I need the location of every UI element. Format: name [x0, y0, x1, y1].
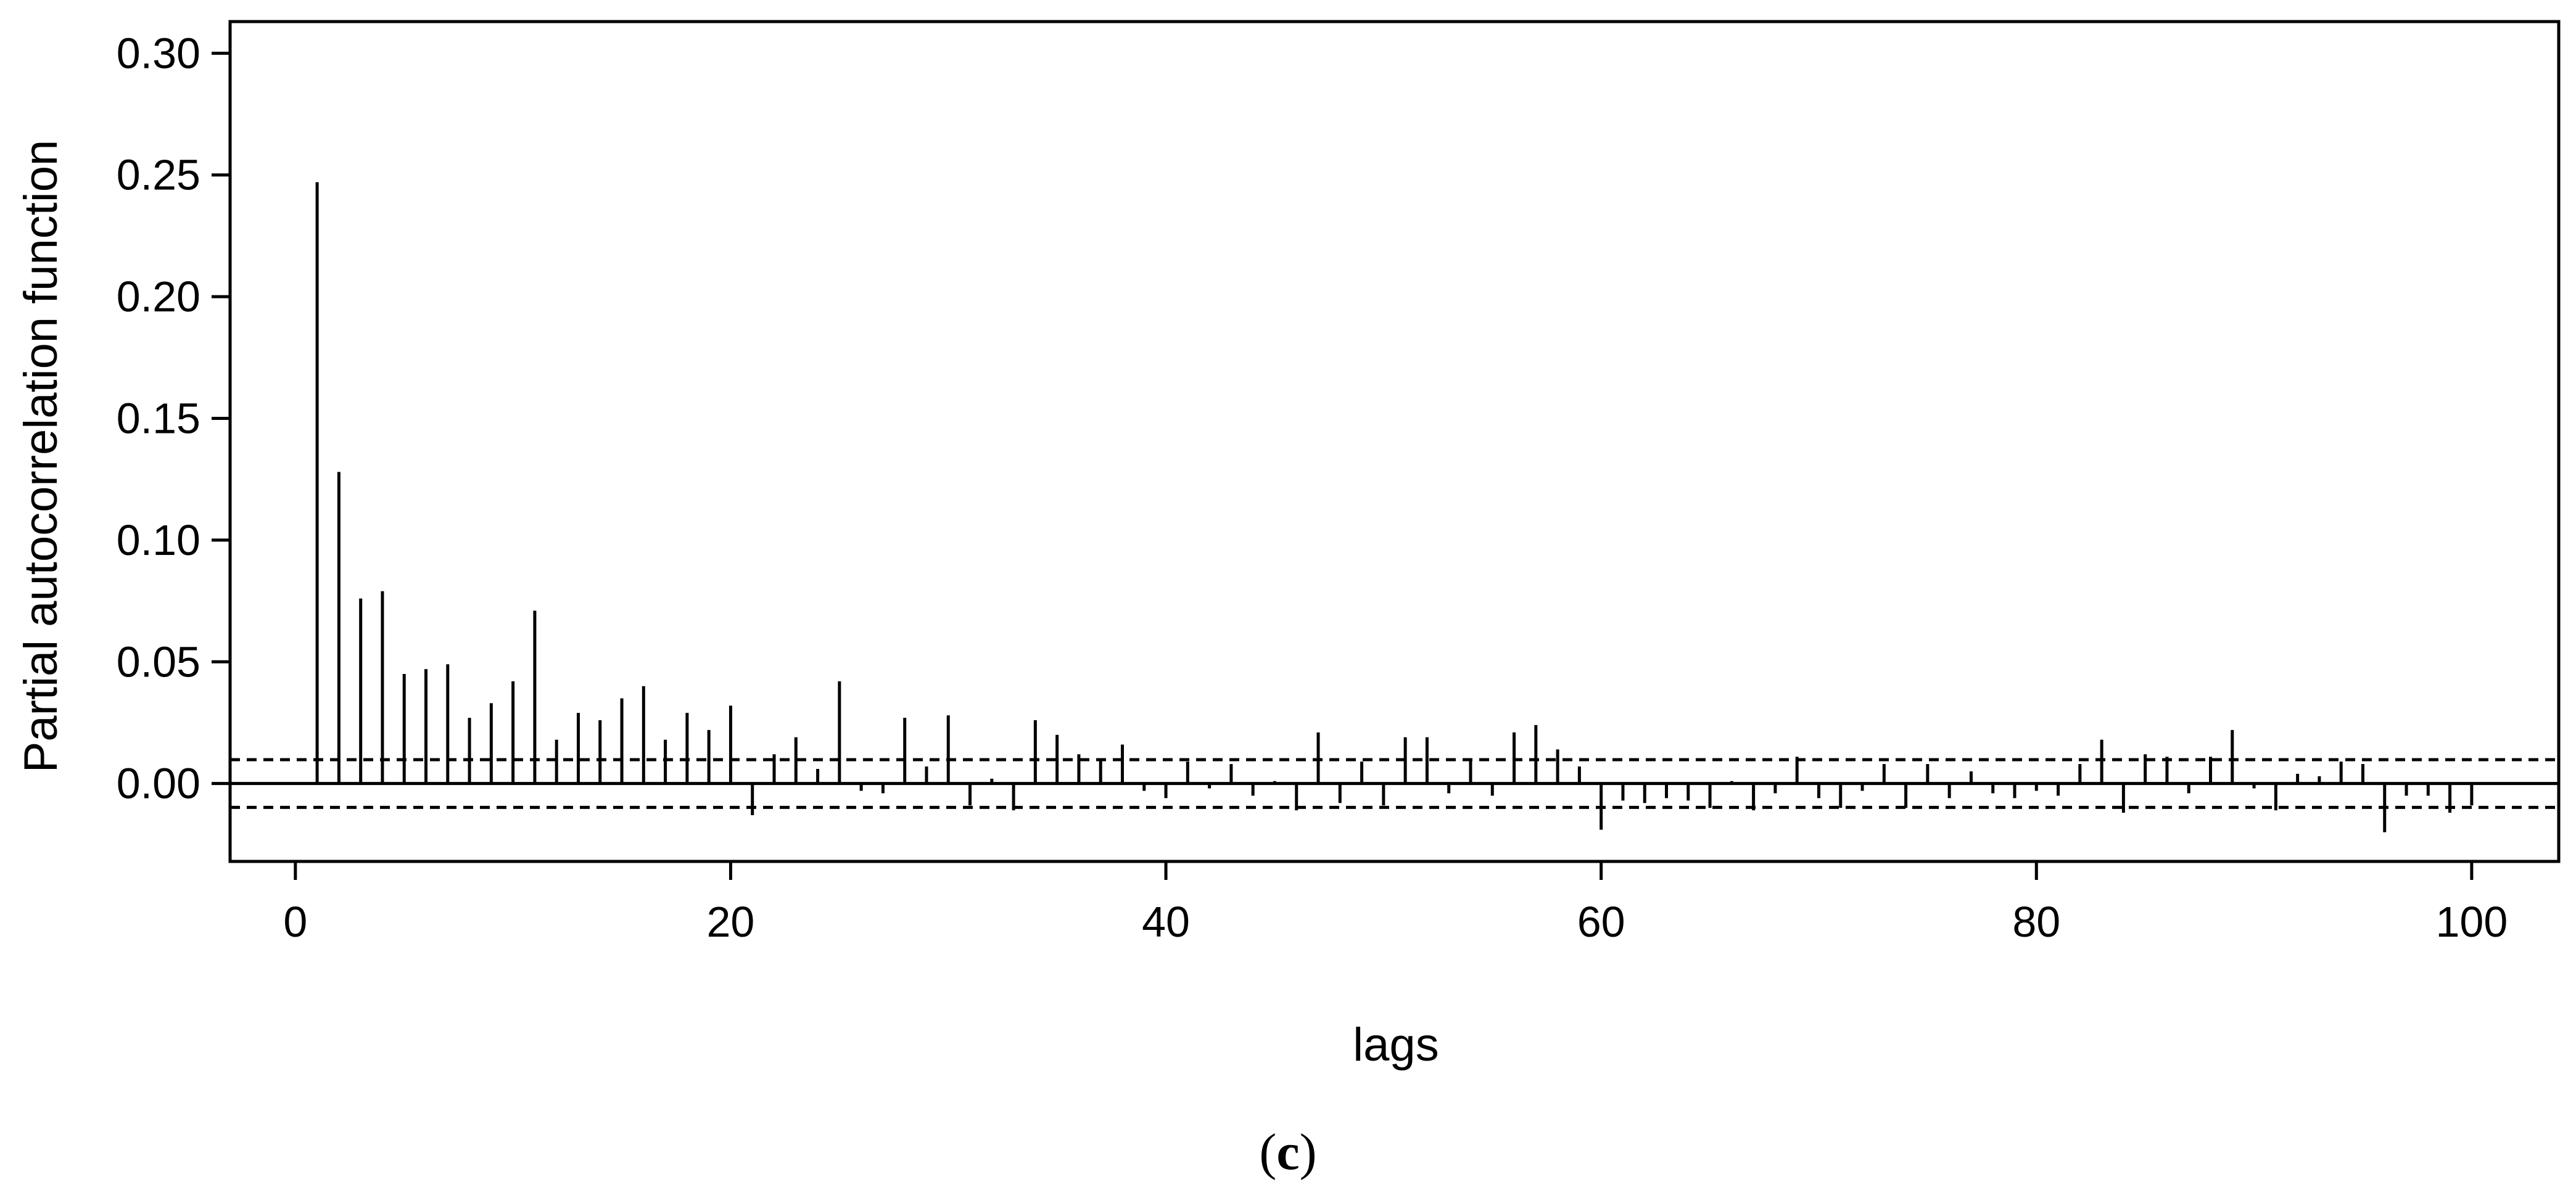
x-tick-label: 0 — [283, 898, 307, 946]
stem-series — [315, 182, 2474, 832]
panel-label: (c) — [1259, 1123, 1316, 1181]
y-tick-label: 0.20 — [117, 273, 200, 321]
x-tick-label: 40 — [1142, 898, 1190, 946]
x-tick-label: 100 — [2435, 898, 2508, 946]
x-tick-label: 20 — [707, 898, 755, 946]
y-tick-label: 0.15 — [117, 394, 200, 442]
plot-frame — [228, 20, 2561, 863]
x-tick-label: 60 — [1577, 898, 1625, 946]
y-tick-label: 0.10 — [117, 516, 200, 564]
y-tick-label: 0.05 — [117, 638, 200, 686]
y-tick-label: 0.00 — [117, 760, 200, 808]
y-tick-label: 0.30 — [117, 29, 200, 77]
y-axis: 0.00 0.05 0.10 0.15 0.20 0.25 0.30 — [117, 29, 230, 808]
y-tick-label: 0.25 — [117, 151, 200, 199]
x-axis-title: lags — [1353, 1019, 1439, 1071]
y-axis-title: Partial autocorrelation function — [15, 140, 67, 773]
x-tick-label: 80 — [2012, 898, 2060, 946]
x-axis: 0 20 40 60 80 100 — [283, 861, 2508, 946]
